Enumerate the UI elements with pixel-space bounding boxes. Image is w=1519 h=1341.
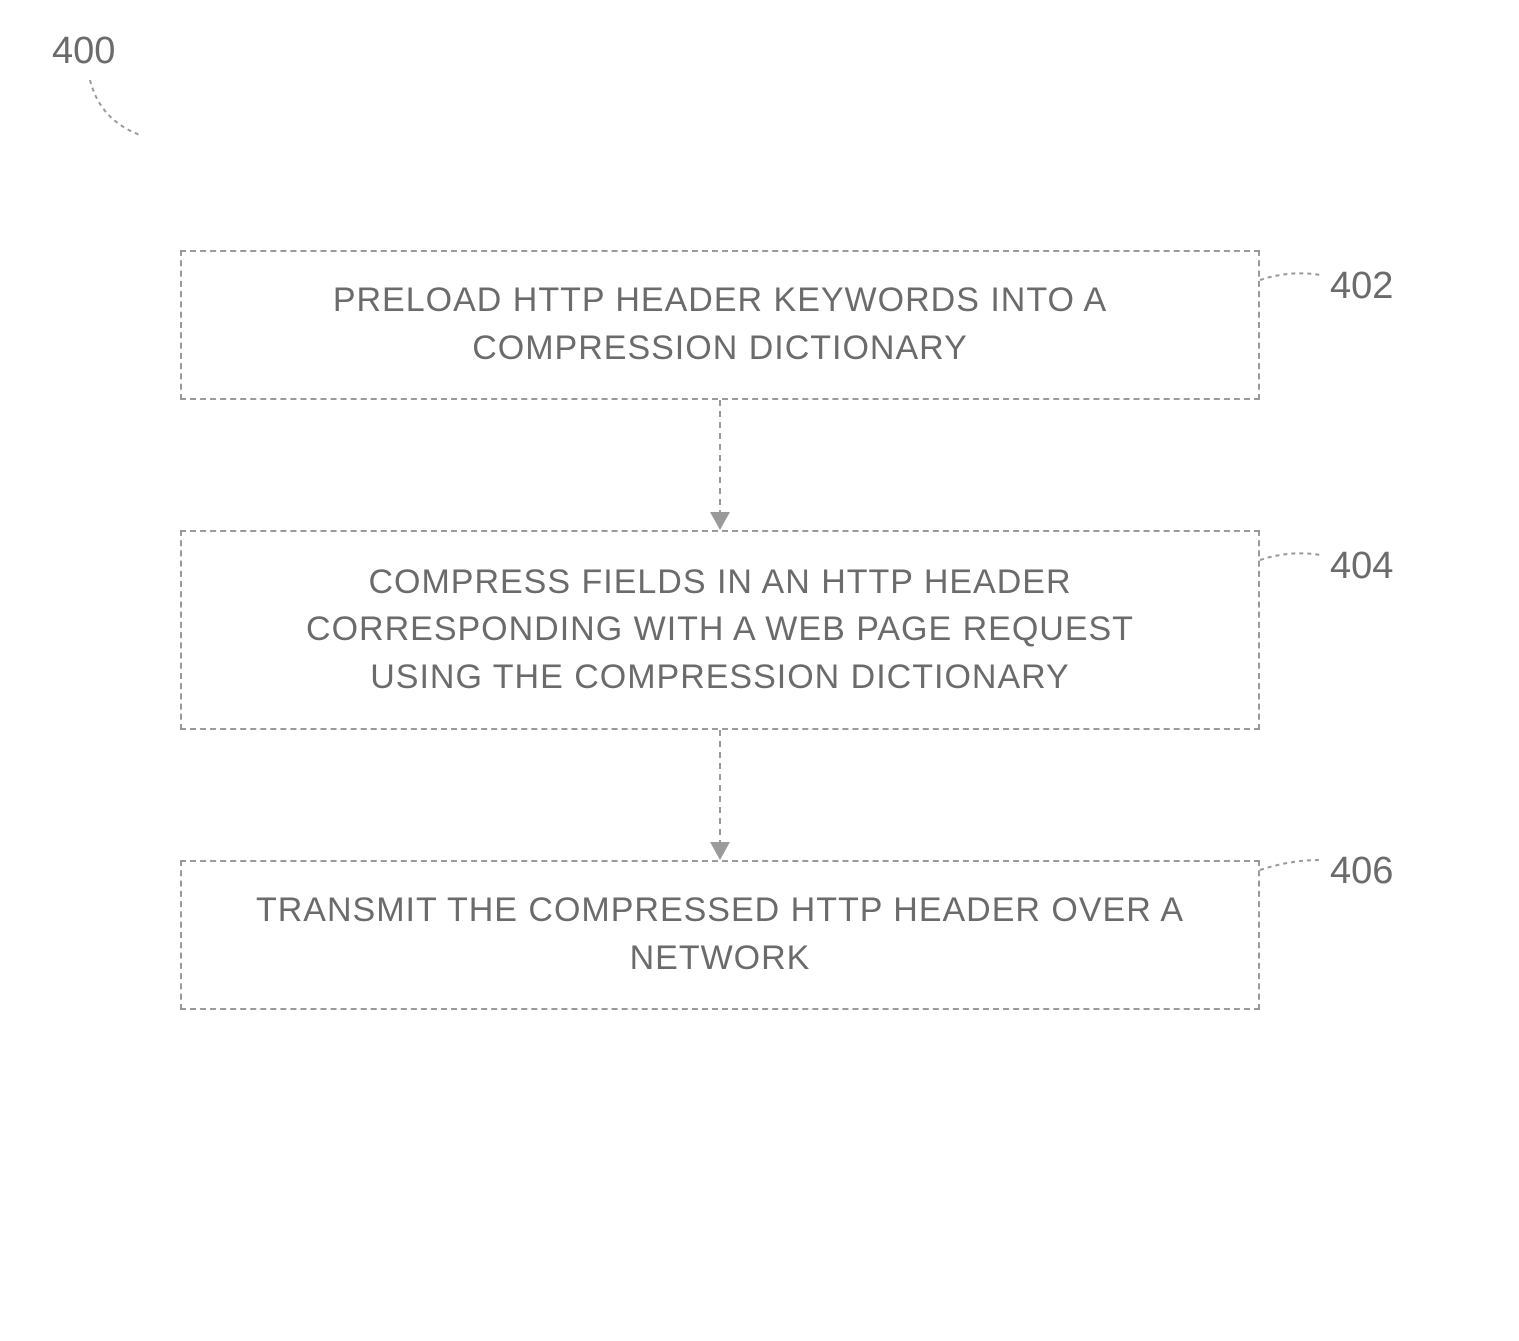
flow-step-text: COMPRESS FIELDS IN AN HTTP HEADERCORRESP… <box>306 559 1134 702</box>
ref-label-406: 406 <box>1330 850 1393 893</box>
ref-label-404: 404 <box>1330 545 1393 588</box>
flow-step-text: PRELOAD HTTP HEADER KEYWORDS INTO ACOMPR… <box>333 277 1107 372</box>
flow-step-compress: COMPRESS FIELDS IN AN HTTP HEADERCORRESP… <box>180 530 1260 730</box>
flow-step-preload: PRELOAD HTTP HEADER KEYWORDS INTO ACOMPR… <box>180 250 1260 400</box>
ref-label-402: 402 <box>1330 265 1393 308</box>
flow-step-transmit: TRANSMIT THE COMPRESSED HTTP HEADER OVER… <box>180 860 1260 1010</box>
flow-step-text: TRANSMIT THE COMPRESSED HTTP HEADER OVER… <box>256 887 1184 982</box>
figure-leader-line <box>0 0 200 200</box>
